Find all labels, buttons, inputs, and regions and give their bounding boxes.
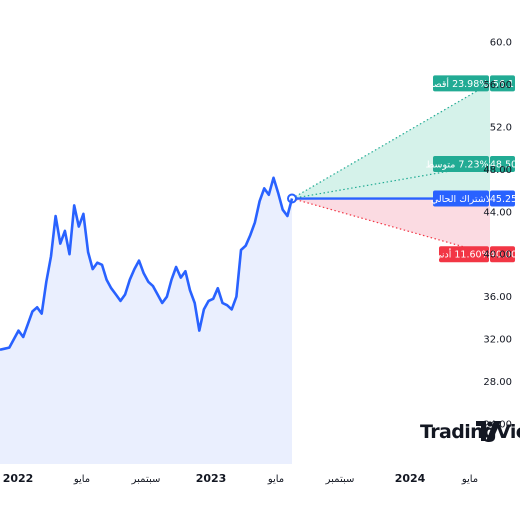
current-price-text: 45.25 [490,194,517,205]
y-tick-label: 44.00 [483,207,512,218]
x-tick-label: 2024 [395,472,426,485]
low-label-badge [439,246,489,263]
x-tick-label: 2023 [196,472,227,485]
current-label-badge [433,190,489,207]
price-series [0,176,294,351]
x-tick-label: مايو [267,474,284,485]
tradingview-logo: TradingView [420,421,520,443]
high-price-text: 56.1 [493,79,514,90]
average-label-text: +7.23% متوسط [425,160,496,171]
y-tick-label: 52.0 [490,122,512,133]
average-label-badge [433,156,489,173]
y-tick-label: 60.0 [490,38,512,49]
x-tick-label: مايو [461,474,478,485]
y-tick-label: 56.00 [483,80,512,91]
x-tick-label: 2022 [3,472,34,485]
y-tick-label: 48.00 [483,165,512,176]
high-price-badge [490,75,515,92]
price-line [0,176,294,351]
y-tick-label: 36.00 [483,292,512,303]
y-tick-label: 32.00 [483,335,512,346]
average-price-text: 48.50 [490,160,517,171]
low-label-text: -11.60% أدنى [434,248,494,261]
price-area-fill [0,177,292,465]
x-axis: 2022 مايو سبتمبر 2023 مايو سبتمبر 2024 مايو [3,472,478,485]
low-price-text: 40.00 [490,250,517,261]
x-tick-label: سبتمبر [325,474,355,485]
price-area [0,177,292,465]
current-price-badge [490,190,515,207]
y-tick-label: 28.00 [483,377,512,388]
average-forecast-line [291,163,491,200]
downside-cone [292,198,490,255]
high-label-badge [433,75,489,92]
tradingview-logo-icon [476,421,501,441]
y-tick-label: 40.00 [483,250,512,261]
current-label-text: لاشتراك الحالي [431,194,491,205]
high-label-text: +23.98% أقصى [426,77,497,90]
average-price-badge [490,156,515,173]
tradingview-wordmark: TradingView [420,421,520,443]
x-tick-label: سبتمبر [131,474,161,485]
low-price-badge [490,246,515,263]
x-tick-label: مايو [73,474,90,485]
